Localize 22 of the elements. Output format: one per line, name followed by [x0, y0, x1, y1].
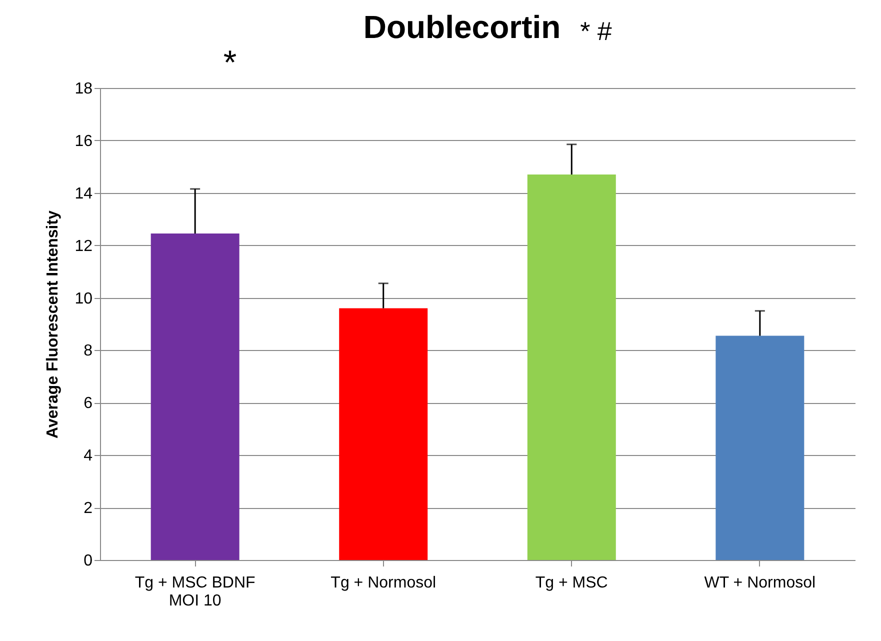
- y-tick-label: 10: [74, 290, 93, 308]
- x-tick-label: Tg + MSC: [535, 574, 608, 592]
- y-tick-label: 2: [84, 500, 93, 518]
- y-tick-label: 18: [74, 80, 93, 98]
- text: * #: [580, 16, 612, 46]
- x-tick-label: Tg + MSC BDNF MOI 10: [134, 574, 256, 610]
- y-tick-label: 4: [84, 448, 93, 465]
- x-tick-label: Tg + Normosol: [330, 574, 436, 592]
- y-axis-title: Average Fluorescent Intensity: [44, 210, 62, 438]
- y-tick-label: 0: [84, 552, 93, 570]
- chart-title: Doublecortin: [363, 9, 561, 45]
- bar: [150, 234, 240, 560]
- y-tick-label: 8: [84, 342, 93, 360]
- bar: [716, 336, 804, 560]
- bar: [527, 174, 616, 560]
- text: *: [223, 44, 237, 82]
- bar: [339, 308, 428, 560]
- y-tick-label: 12: [74, 238, 93, 255]
- x-tick-label: WT + Normosol: [704, 574, 816, 592]
- y-tick-label: 16: [74, 132, 93, 150]
- y-tick-label: 6: [84, 395, 93, 412]
- y-tick-label: 14: [74, 185, 93, 202]
